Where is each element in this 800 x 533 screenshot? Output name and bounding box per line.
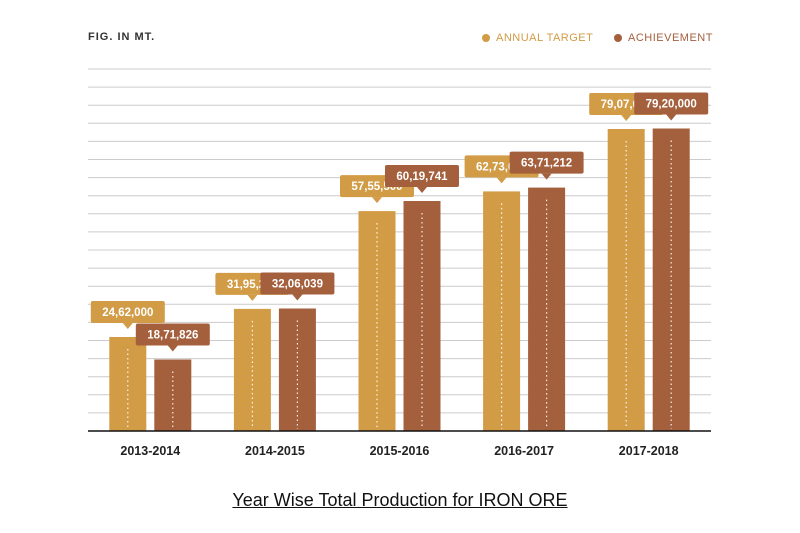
data-label-box [509, 151, 584, 174]
data-label: 24,62,000 [102, 307, 153, 319]
data-label-pointer [247, 294, 258, 301]
x-tick-label: 2013-2014 [120, 444, 180, 458]
bar [607, 129, 645, 431]
bar [278, 308, 316, 431]
data-label-pointer [666, 114, 677, 121]
data-label: 79,20,000 [646, 99, 697, 111]
data-label-box [90, 301, 165, 323]
legend-dot-icon [614, 34, 622, 42]
x-tick-label: 2014-2015 [245, 444, 305, 458]
x-tick-label: 2015-2016 [370, 444, 430, 458]
data-label-pointer [417, 187, 427, 193]
data-label-pointer [372, 197, 382, 204]
data-label-pointer [292, 294, 303, 301]
bar [358, 211, 396, 431]
data-label-pointer [496, 177, 507, 184]
data-label-box [385, 165, 459, 187]
data-label-pointer [621, 115, 632, 121]
data-label-box [634, 92, 709, 115]
x-tick-label: 2016-2017 [494, 444, 554, 458]
legend-label: ACHIEVEMENT [628, 32, 713, 44]
data-label-pointer [122, 323, 133, 329]
bar [528, 187, 566, 431]
unit-label: FIG. IN MT. [88, 31, 156, 43]
x-tick-label: 2017-2018 [619, 444, 679, 458]
legend-dot-icon [482, 34, 490, 42]
data-label-box [135, 323, 210, 346]
legend-item-annual-target: ANNUAL TARGET [482, 31, 593, 45]
legend-label: ANNUAL TARGET [496, 32, 594, 44]
data-label-box [260, 272, 335, 295]
bar [652, 128, 690, 431]
bar [233, 308, 271, 431]
data-label: 60,19,741 [396, 171, 448, 183]
bar [403, 201, 441, 431]
data-label: 18,71,826 [147, 330, 198, 342]
legend-item-achievement: ACHIEVEMENT [614, 31, 713, 45]
data-label: 63,71,212 [521, 158, 572, 170]
data-label-pointer [167, 345, 178, 352]
chart-title: Year Wise Total Production for IRON ORE [232, 490, 568, 510]
data-label-pointer [541, 173, 552, 180]
data-label: 32,06,039 [272, 279, 323, 291]
bar [109, 337, 147, 431]
